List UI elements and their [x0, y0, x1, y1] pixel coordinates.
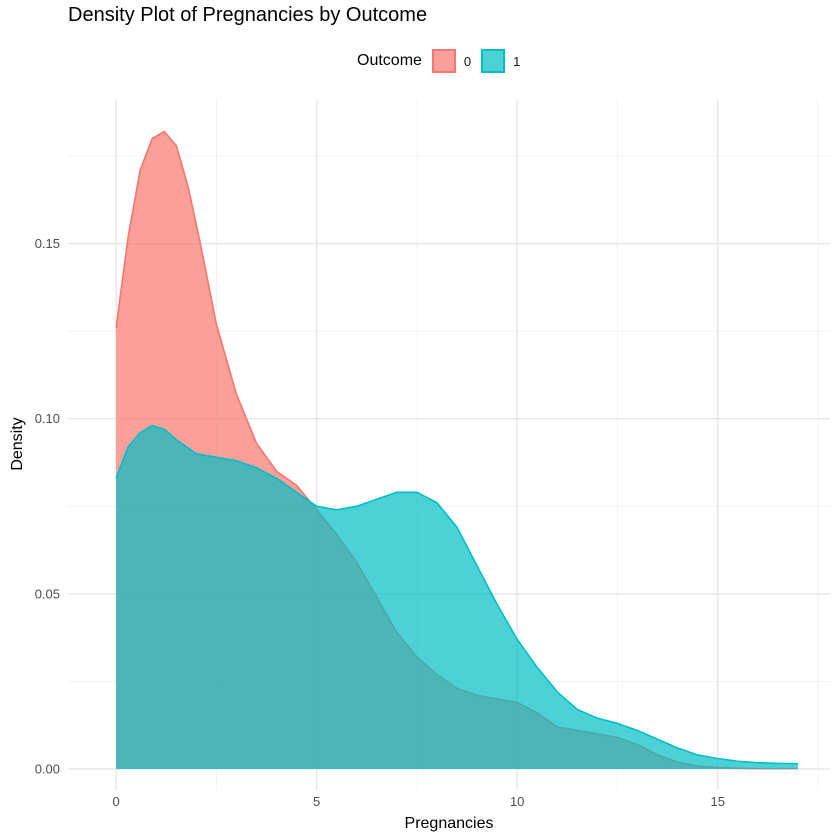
density-area-1: [116, 425, 798, 769]
x-tick-label: 10: [510, 794, 524, 809]
axes: 0 5 10 15 0.00 0.05 0.10 0.15: [35, 236, 725, 809]
legend-key-1: [481, 49, 506, 73]
legend-label-0: 0: [463, 53, 472, 69]
density-areas: [115, 130, 798, 770]
x-tick-label: 15: [710, 794, 724, 809]
legend-label-1: 1: [513, 53, 521, 69]
y-tick-label: 0.15: [35, 236, 60, 251]
y-tick-label: 0.00: [35, 761, 60, 776]
legend-key-0: [431, 49, 456, 73]
legend: Outcome 0 1: [357, 47, 530, 75]
legend-item-1: 1: [481, 49, 520, 73]
x-axis-label: Pregnancies: [405, 815, 494, 832]
x-tick-label: 5: [313, 794, 320, 809]
x-tick-label: 0: [113, 794, 120, 809]
y-axis-label: Density: [9, 417, 26, 470]
legend-title: Outcome: [357, 52, 422, 69]
density-line-1: [115, 424, 798, 765]
legend-item-0: 0: [431, 49, 472, 73]
y-tick-label: 0.10: [35, 411, 60, 426]
chart-title: Density Plot of Pregnancies by Outcome: [68, 4, 428, 26]
y-tick-label: 0.05: [35, 586, 60, 601]
